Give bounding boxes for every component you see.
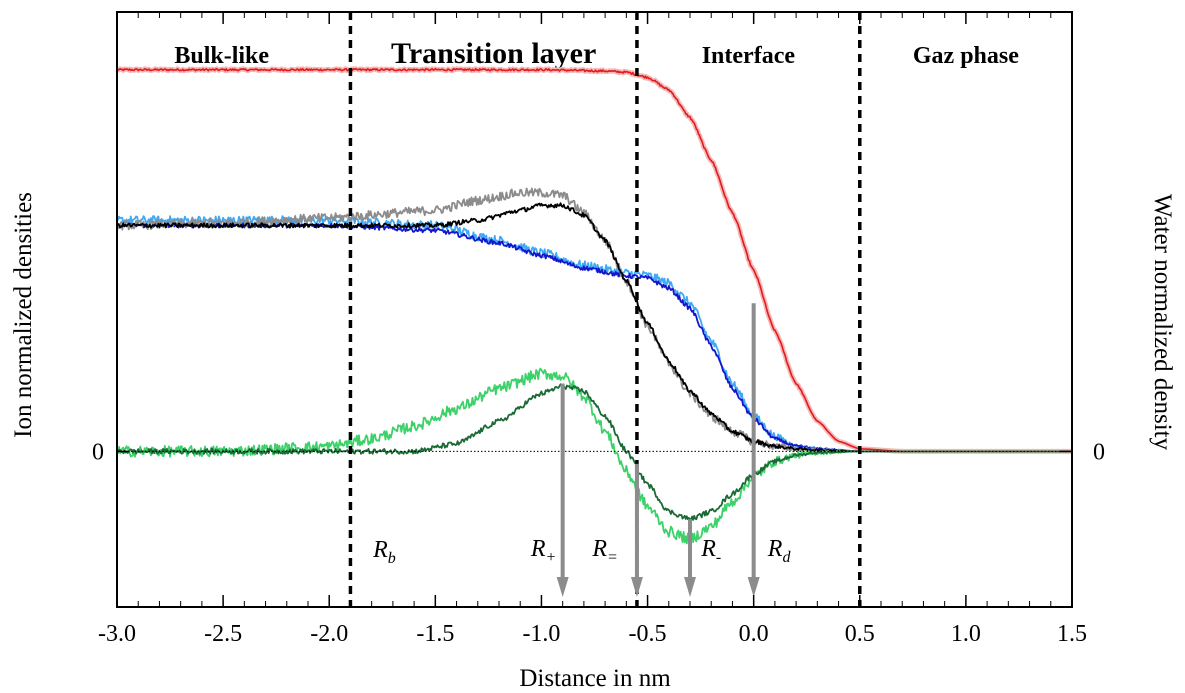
region-label-bulk-like: Bulk-like: [174, 43, 269, 69]
marker-layer: Rb R+ R= R- Rd: [372, 303, 791, 597]
x-tick-label-4: -1.0: [522, 621, 560, 647]
marker-d-arrow-head: [747, 577, 760, 597]
plot-frame: [116, 11, 1073, 608]
x-tick-label-8: 1.0: [951, 621, 981, 647]
region-layer: Bulk-like Transition layer Interface Gaz ph…: [174, 37, 1019, 70]
marker-b-label: Rb: [372, 537, 396, 567]
series-0-line: [116, 67, 1072, 453]
x-tick-label-1: -2.5: [204, 621, 242, 647]
marker-minus-arrow-head: [684, 577, 696, 597]
right-y-axis-label: Water normalized density: [1149, 194, 1176, 451]
region-label-transition-layer: Transition layer: [391, 37, 596, 70]
series-layer: [115, 66, 1074, 545]
marker-plus-arrow-head: [556, 577, 569, 597]
marker-eq-arrow-head: [630, 577, 643, 597]
x-tick-label-3: -1.5: [416, 621, 454, 647]
x-tick-label-2: -2.0: [310, 621, 348, 647]
x-tick-label-5: -0.5: [629, 621, 667, 647]
marker-eq-label: R=: [591, 536, 617, 566]
x-tick-label-6: 0.0: [739, 621, 769, 647]
series-0-halo: [115, 66, 1074, 454]
x-tick-label-0: -3.0: [98, 621, 136, 647]
x-axis-label: Distance in nm: [519, 665, 671, 692]
divider-layer: [348, 12, 862, 607]
right-zero-label: 0: [1093, 439, 1105, 465]
region-label-interface: Interface: [702, 43, 796, 69]
marker-minus-label: R-: [700, 536, 721, 566]
marker-d-label: Rd: [767, 536, 792, 566]
marker-plus-label: R+: [530, 536, 556, 566]
left-y-axis-label: Ion normalized densities: [10, 192, 37, 438]
left-zero-label: 0: [92, 439, 104, 465]
region-label-gaz-phase: Gaz phase: [913, 43, 1019, 69]
x-tick-label-7: 0.5: [845, 621, 875, 647]
axis-layer: -3.0 -2.5 -2.0 -1.5 -1.0 -0.5 0.0 0.5 1.0 1.5: [98, 12, 1087, 647]
x-tick-label-9: 1.5: [1057, 621, 1087, 647]
series-5-line: [116, 367, 1072, 545]
